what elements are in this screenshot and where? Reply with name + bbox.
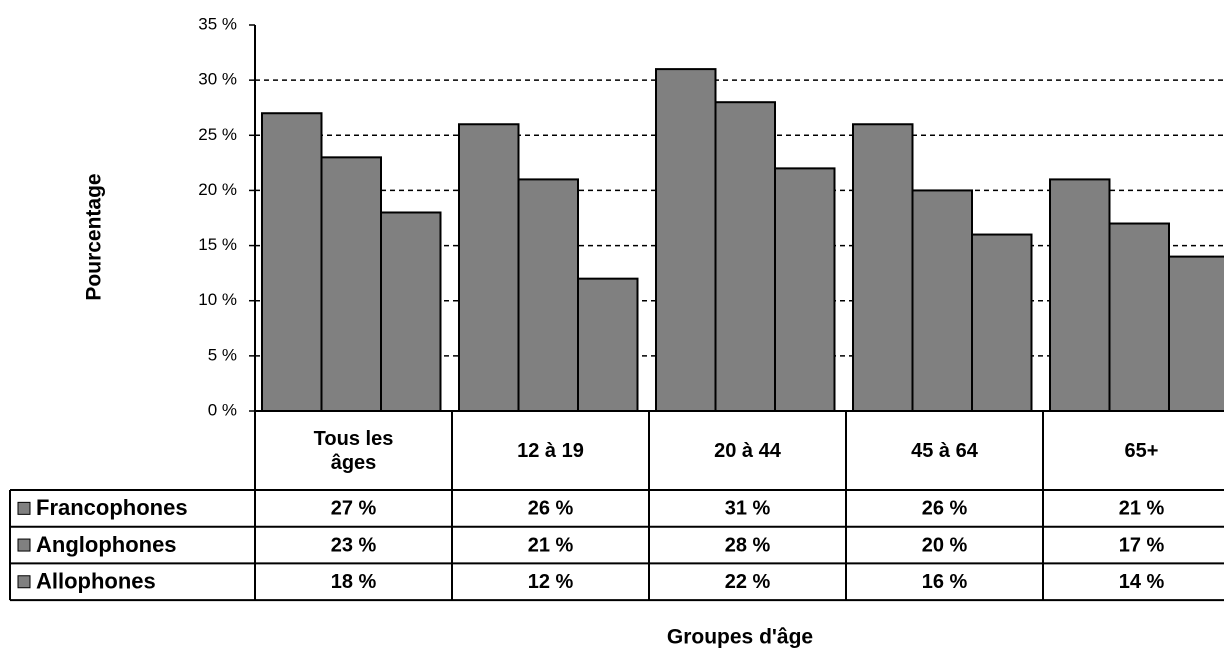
y-tick-label: 5 % — [208, 345, 237, 364]
data-label: 26 % — [922, 498, 968, 520]
data-label: 21 % — [528, 534, 574, 556]
y-tick-label: 20 % — [198, 180, 237, 199]
data-label: 22 % — [725, 571, 771, 593]
bar — [714, 101, 776, 412]
bar — [577, 277, 639, 412]
x-tick-label: 12 à 19 — [517, 439, 584, 462]
y-tick-label: 15 % — [198, 235, 237, 254]
data-label: 12 % — [528, 571, 574, 593]
data-label: 20 % — [922, 534, 968, 556]
category-cell: 65+ — [1124, 439, 1159, 462]
data-label: 31 % — [725, 498, 771, 520]
bar — [1108, 222, 1170, 412]
bar — [517, 178, 579, 412]
legend-marker — [17, 538, 31, 552]
bar — [852, 123, 914, 412]
bar — [1049, 178, 1111, 412]
data-label: 27 % — [331, 498, 377, 520]
data-label: 26 % — [528, 498, 574, 520]
legend-label: Francophones — [36, 495, 188, 520]
category-cell: 12 à 19 — [517, 439, 584, 462]
bar — [458, 123, 520, 412]
y-tick-label: 35 % — [198, 14, 237, 33]
data-label: 21 % — [1119, 498, 1165, 520]
bar — [971, 233, 1033, 412]
x-axis-title: Groupes d'âge — [667, 626, 813, 649]
category-cell: 20 à 44 — [714, 439, 781, 462]
bar — [320, 156, 382, 412]
bar — [911, 189, 973, 412]
legend-label: Anglophones — [36, 532, 177, 557]
x-tick-label: Tous les âges — [313, 427, 394, 474]
x-tick-label: 45 à 64 — [911, 439, 978, 462]
x-tick-label: 65+ — [1124, 439, 1159, 462]
data-label: 14 % — [1119, 571, 1165, 593]
legend-marker — [17, 575, 31, 589]
bar — [774, 167, 836, 412]
y-tick-label: 0 % — [208, 400, 237, 419]
y-tick-label: 30 % — [198, 70, 237, 89]
legend-marker — [17, 501, 31, 515]
bar — [655, 68, 717, 412]
category-cell: 45 à 64 — [911, 439, 978, 462]
category-cell: Tous les âges — [313, 427, 394, 474]
y-tick-label: 10 % — [198, 290, 237, 309]
data-label: 16 % — [922, 571, 968, 593]
y-tick-label: 25 % — [198, 125, 237, 144]
legend-label: Allophones — [36, 569, 156, 594]
bar — [380, 211, 442, 412]
data-label: 17 % — [1119, 534, 1165, 556]
x-tick-label: 20 à 44 — [714, 439, 781, 462]
data-label: 28 % — [725, 534, 771, 556]
y-axis-title: Pourcentage — [83, 173, 106, 300]
data-label: 23 % — [331, 534, 377, 556]
bar — [261, 112, 323, 412]
data-label: 18 % — [331, 571, 377, 593]
bar — [1168, 255, 1224, 412]
